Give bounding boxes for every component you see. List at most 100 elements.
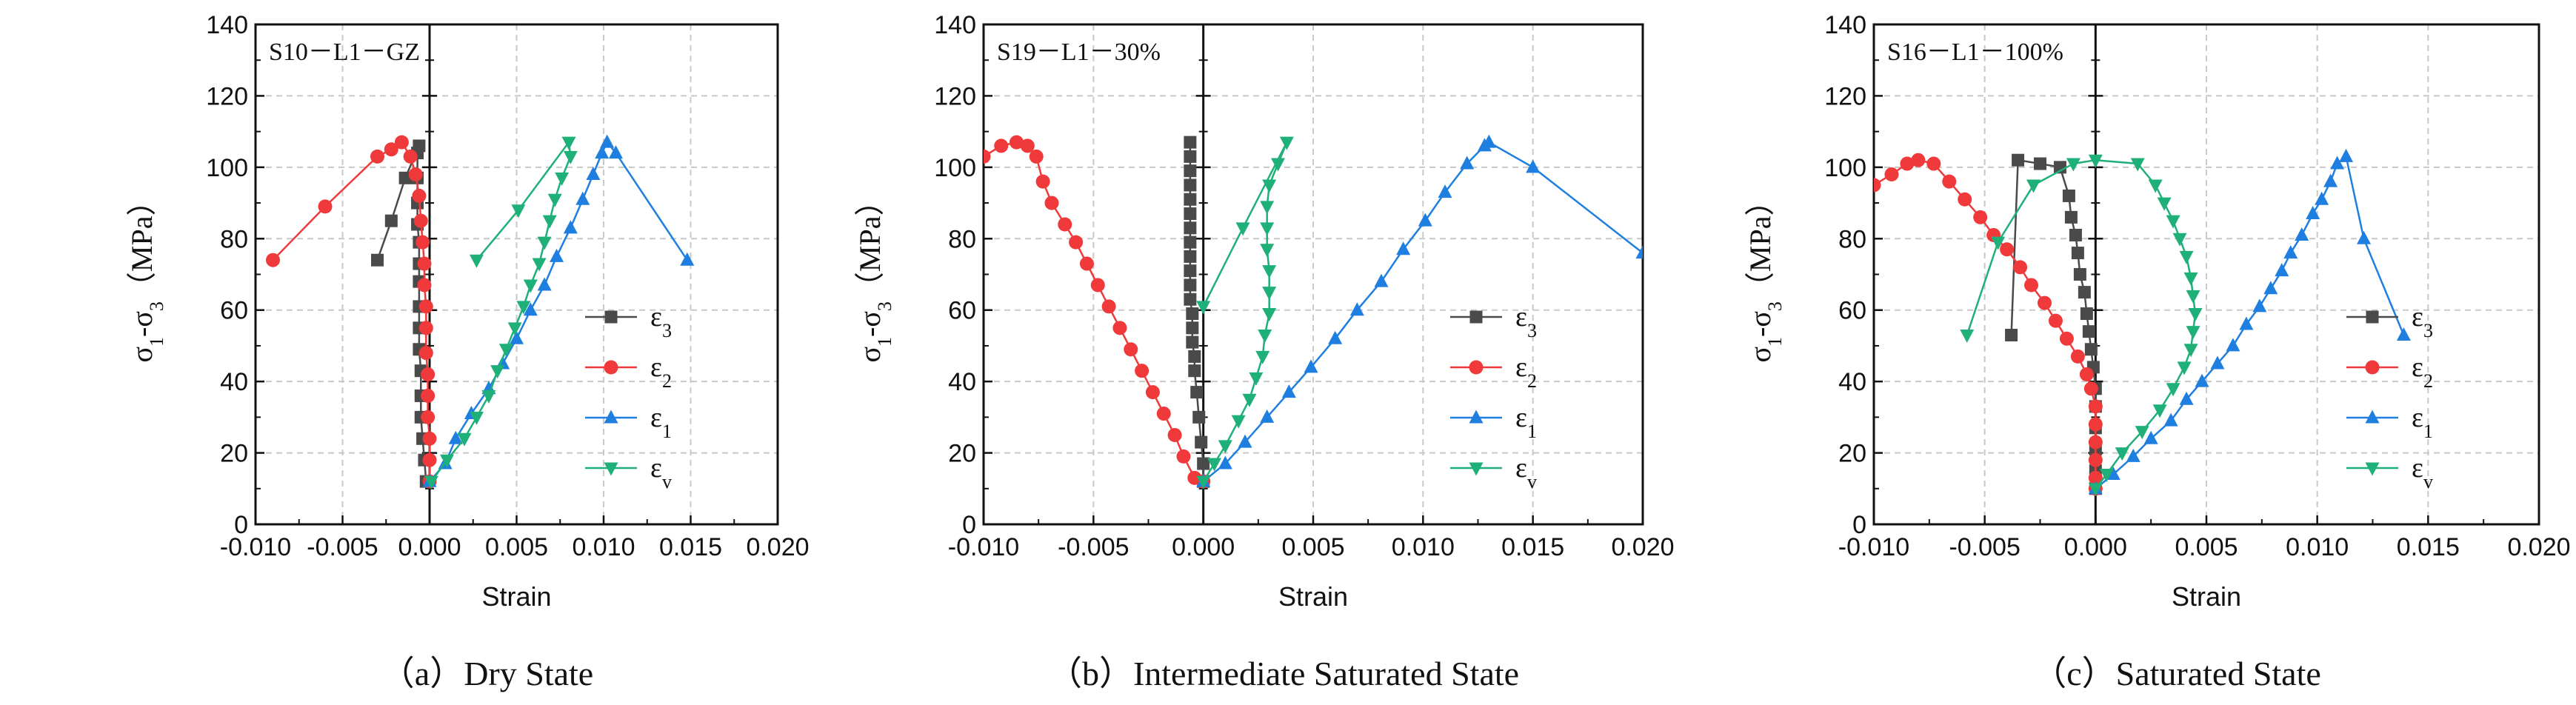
data-point-eps3 — [2005, 328, 2018, 341]
data-point-eps2 — [1010, 135, 1024, 150]
data-point-epsv — [1262, 179, 1277, 193]
data-point-eps1 — [448, 430, 463, 444]
y-tick-label: 120 — [934, 82, 976, 110]
legend-marker-eps2 — [604, 360, 618, 375]
data-point-epsv — [2172, 233, 2187, 247]
legend-label-epsv: εv — [650, 452, 672, 492]
data-point-eps2 — [370, 149, 384, 164]
data-point-eps2 — [1101, 299, 1116, 314]
data-point-epsv — [2183, 344, 2198, 358]
x-axis-label: Strain — [2172, 581, 2241, 612]
data-point-epsv — [440, 454, 454, 468]
data-point-epsv — [2135, 426, 2149, 440]
data-point-epsv — [1255, 350, 1270, 364]
data-point-epsv — [2186, 290, 2200, 304]
y-tick-label: 120 — [206, 82, 248, 110]
data-point-eps3 — [1184, 250, 1197, 263]
data-point-eps1 — [550, 248, 564, 262]
y-tick-label: 80 — [1838, 225, 1866, 253]
y-axis-label: σ1-σ3（MPa） — [1744, 186, 1786, 362]
data-point-eps3 — [1184, 164, 1197, 178]
data-point-eps1 — [2275, 263, 2289, 277]
data-point-eps2 — [1176, 449, 1191, 464]
panel-a: -0.010 -0.005 0.000 0.005 0.010 0.015 0.020 0 20… — [125, 11, 810, 692]
data-point-eps1 — [1460, 156, 1475, 170]
legend-label-eps1: ε1 — [650, 402, 672, 442]
y-tick-label: 40 — [948, 368, 976, 396]
x-tick-label: 0.010 — [2286, 533, 2349, 561]
data-point-eps1 — [537, 277, 552, 291]
x-tick-label: 0.015 — [1501, 533, 1564, 561]
y-tick-label: 0 — [234, 511, 248, 539]
data-point-eps3 — [1192, 410, 1206, 424]
data-point-eps3 — [1184, 150, 1197, 163]
data-point-eps1 — [2295, 227, 2309, 241]
data-point-epsv — [424, 475, 438, 490]
data-point-eps1 — [1328, 330, 1343, 344]
data-point-eps1 — [1349, 302, 1364, 316]
x-tick-label: 0.000 — [2064, 533, 2127, 561]
data-point-eps3 — [2080, 307, 2093, 321]
data-point-epsv — [2066, 158, 2081, 172]
legend-marker-eps2 — [2365, 360, 2380, 375]
y-axis-label: σ1-σ3（MPa） — [125, 186, 167, 362]
data-point-epsv — [555, 172, 570, 186]
data-point-eps2 — [2024, 278, 2039, 293]
legend-label-eps1: ε1 — [2412, 402, 2433, 442]
data-point-eps2 — [2088, 435, 2103, 450]
data-point-eps2 — [384, 142, 398, 157]
legend-marker-eps1 — [1469, 410, 1484, 424]
panel-caption: （c）Saturated State — [2032, 655, 2321, 692]
data-point-eps2 — [1035, 174, 1050, 189]
data-point-eps3 — [1186, 321, 1199, 335]
specimen-label: S16－L1－100% — [1887, 39, 2063, 66]
data-point-eps2 — [413, 213, 428, 228]
legend-label-eps2: ε2 — [2412, 352, 2433, 392]
data-point-epsv — [2166, 383, 2180, 397]
legend-label-eps3: ε3 — [1515, 301, 1537, 341]
data-point-epsv — [1262, 308, 1277, 322]
data-point-eps3 — [384, 214, 398, 227]
data-point-eps2 — [412, 188, 427, 203]
legend-label-eps3: ε3 — [650, 301, 672, 341]
data-point-eps2 — [394, 135, 409, 150]
data-point-eps2 — [2070, 349, 2085, 364]
data-point-epsv — [1235, 222, 1250, 236]
data-point-epsv — [542, 215, 557, 229]
legend-label-eps2: ε2 — [1515, 352, 1537, 392]
data-point-eps3 — [1184, 136, 1197, 149]
data-point-epsv — [1218, 440, 1232, 454]
data-point-epsv — [1249, 372, 1264, 386]
y-tick-label: 100 — [1824, 154, 1866, 182]
series-group — [984, 134, 1643, 490]
data-point-eps1 — [1304, 359, 1318, 373]
data-point-epsv — [490, 365, 505, 379]
data-point-eps1 — [2210, 355, 2225, 370]
data-point-epsv — [1271, 158, 1286, 172]
data-point-eps1 — [2357, 230, 2372, 244]
data-point-eps3 — [1184, 193, 1197, 206]
x-tick-label: -0.005 — [1949, 533, 2020, 561]
data-point-eps3 — [1190, 386, 1204, 399]
data-point-eps2 — [2000, 242, 2015, 257]
y-tick-label: 140 — [934, 11, 976, 39]
x-tick-label: 0.010 — [572, 533, 635, 561]
x-tick-label: 0.015 — [2397, 533, 2460, 561]
data-point-epsv — [1196, 475, 1211, 490]
data-point-eps3 — [1184, 178, 1197, 192]
data-point-epsv — [469, 254, 484, 268]
data-point-eps1 — [510, 330, 524, 344]
data-point-eps2 — [1058, 217, 1072, 232]
data-point-eps1 — [1526, 159, 1541, 173]
series-group — [266, 134, 695, 490]
data-point-eps2 — [1874, 178, 1881, 193]
data-point-eps1 — [1238, 434, 1252, 448]
data-point-epsv — [2166, 215, 2180, 229]
x-tick-label: 0.020 — [1611, 533, 1674, 561]
data-point-eps2 — [1044, 196, 1059, 210]
data-point-eps1 — [2283, 245, 2298, 259]
x-tick-label: 0.005 — [1281, 533, 1344, 561]
data-point-epsv — [537, 236, 552, 250]
data-point-eps2 — [417, 278, 432, 293]
data-point-epsv — [2186, 326, 2200, 340]
